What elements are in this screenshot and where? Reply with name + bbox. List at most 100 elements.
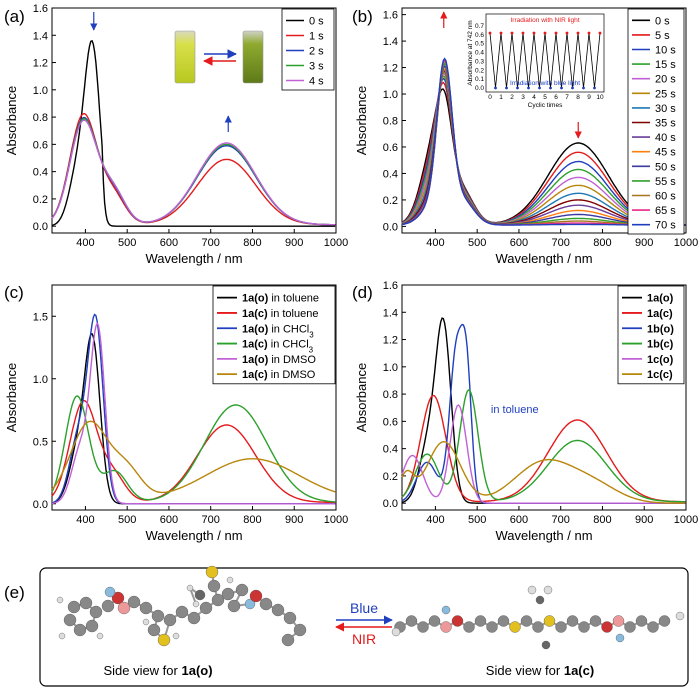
atom [157, 633, 171, 647]
y-axis-title: Absorbance [4, 363, 19, 432]
x-axis-title: Wavelength / nm [495, 528, 592, 543]
molecule-closed-form [391, 585, 685, 650]
y-tick-label: 1.4 [383, 36, 398, 48]
atom [175, 605, 189, 619]
inset-point [499, 31, 503, 35]
atom [89, 605, 103, 619]
atom [172, 632, 180, 640]
x-tick-label: 800 [243, 237, 261, 249]
x-tick-label: 600 [160, 237, 178, 249]
inset-point [582, 86, 585, 90]
y-tick-label: 0.0 [33, 221, 48, 233]
inset-x-tick: 6 [554, 94, 558, 101]
atom [235, 583, 249, 597]
legend-label: 45 s [655, 147, 676, 159]
legend-label: 1a(o) in DMSO [242, 354, 316, 366]
atom [187, 611, 201, 625]
in-toluene-note: in toluene [491, 404, 539, 416]
atom [101, 599, 115, 613]
legend-compound: 1c(c) [647, 369, 673, 381]
legend-label: 25 s [655, 88, 676, 100]
atom [555, 621, 567, 633]
legend-label: 2 s [309, 46, 324, 58]
atom [194, 589, 206, 601]
y-tick-label: 0.5 [33, 436, 48, 448]
inset-x-tick: 7 [565, 94, 569, 101]
atom [417, 621, 429, 633]
plot-frame [401, 284, 687, 511]
legend-label: 55 s [655, 176, 676, 188]
legend-compound: 1a(c) [242, 369, 268, 381]
x-tick-label: 500 [468, 237, 486, 249]
legend-label: 40 s [655, 132, 676, 144]
x-tick-label: 900 [285, 514, 303, 526]
x-tick-label: 800 [593, 237, 611, 249]
x-tick-label: 500 [468, 514, 486, 526]
legend-subscript: 3 [309, 345, 314, 354]
legend-box [617, 285, 685, 385]
legend-label: 20 s [655, 74, 676, 86]
x-tick-label: 900 [635, 514, 653, 526]
left-caption-text: Side view for [103, 663, 181, 678]
atom [601, 621, 613, 633]
series-line-5 [51, 420, 336, 494]
atom [578, 621, 590, 633]
inset-blue-label: Irradiation with blue light [510, 80, 580, 87]
atom [281, 633, 295, 647]
y-tick-label: 1.2 [383, 335, 398, 347]
inset-point [587, 31, 591, 35]
atom [249, 589, 263, 603]
atom [142, 618, 150, 626]
atom [497, 615, 510, 627]
inset-point [527, 86, 530, 90]
atom [111, 591, 125, 605]
series-line-3 [401, 389, 686, 503]
legend-label: 1a(c) [647, 308, 673, 320]
atom [428, 615, 441, 627]
y-tick-label: 0.4 [33, 167, 48, 179]
y-tick-label: 0.0 [383, 221, 398, 233]
x-axis-title: Wavelength / nm [495, 251, 592, 266]
inset-point [554, 31, 558, 35]
legend-label: 1a(o) in CHCl3 [242, 323, 314, 339]
atom [63, 613, 77, 627]
legend-label: 1b(c) [647, 339, 674, 351]
atom [205, 565, 219, 579]
atom [271, 603, 285, 617]
atom [527, 585, 537, 595]
inset-y-tick: 0.5 [475, 41, 484, 48]
inset-y-tick: 0.1 [475, 76, 484, 83]
atom [440, 621, 452, 633]
legend-compound: 1c(o) [647, 354, 674, 366]
y-axis-title: Absorbance [354, 363, 369, 432]
y-tick-label: 1.6 [383, 10, 398, 22]
atom [199, 601, 213, 615]
atom [293, 623, 307, 637]
atom [79, 596, 93, 610]
legend-box [281, 8, 335, 91]
x-tick-label: 400 [76, 514, 94, 526]
atom [541, 640, 551, 650]
inset-y-tick: 0.2 [475, 67, 484, 74]
atom [486, 621, 498, 633]
inset-y-tick: 0.3 [475, 58, 484, 65]
inset-point [538, 86, 541, 90]
y-tick-label: 0.0 [33, 499, 48, 511]
legend-label: 1c(c) [647, 369, 673, 381]
legend-compound: 1a(o) [242, 354, 269, 366]
legend-label: 0 s [655, 15, 670, 27]
legend-label: 5 s [655, 30, 670, 42]
inset-nir-label: Irradiation with NIR light [511, 17, 580, 24]
y-tick-label: 1.2 [33, 58, 48, 70]
chart-panel-c: 400 500 600 700 800 900 1000 0.0 0.5 1.0 1.5 Wavele… [4, 284, 348, 543]
y-tick-label: 1.0 [383, 89, 398, 101]
green-cuvette [242, 30, 264, 84]
right-caption: Side view for 1a(c) [486, 663, 594, 678]
legend-compound: 1b(c) [647, 339, 674, 351]
atom [151, 609, 165, 623]
y-tick-label: 0.4 [383, 444, 398, 456]
right-caption-compound: 1a(c) [564, 663, 594, 678]
x-tick-label: 1000 [324, 514, 348, 526]
atom [532, 621, 544, 633]
